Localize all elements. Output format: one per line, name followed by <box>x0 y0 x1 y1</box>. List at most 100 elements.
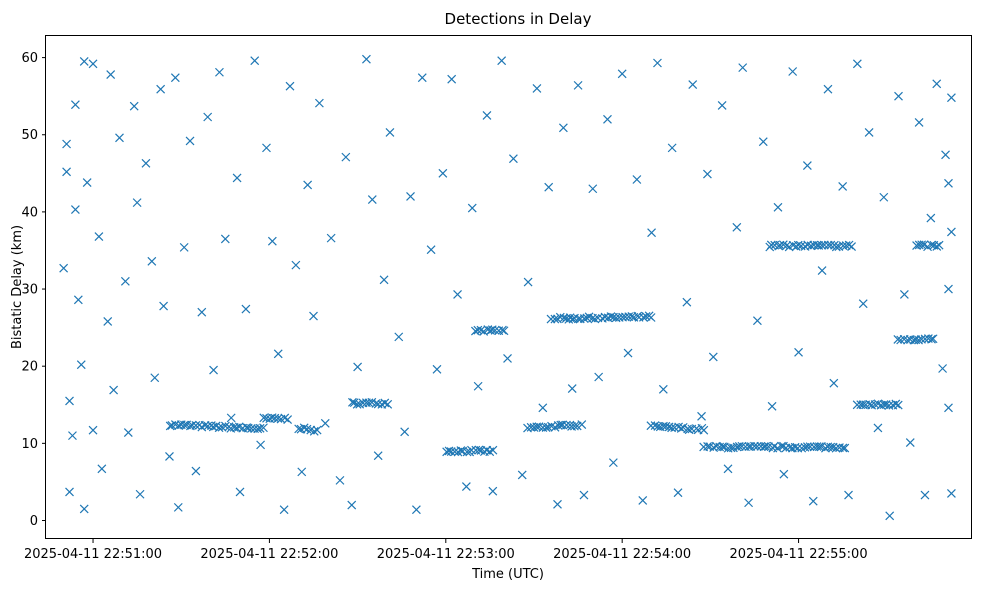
data-point <box>623 348 633 358</box>
data-point <box>79 57 89 66</box>
data-point <box>932 79 942 89</box>
data-point <box>129 101 139 111</box>
data-point <box>335 475 345 485</box>
y-tick-label: 0 <box>30 514 38 529</box>
data-point <box>577 420 587 430</box>
data-point <box>88 59 98 69</box>
data-point <box>498 325 507 335</box>
data-point <box>426 245 436 255</box>
data-point <box>209 365 218 375</box>
data-point <box>896 335 906 345</box>
data-point <box>232 173 242 183</box>
data-point <box>831 242 841 252</box>
data-point <box>782 241 792 250</box>
data-point <box>432 364 442 374</box>
data-point <box>852 59 862 69</box>
data-point <box>235 487 245 497</box>
data-point <box>758 137 768 147</box>
data-point <box>899 290 909 299</box>
y-tick-label: 30 <box>21 283 38 298</box>
data-point <box>499 326 509 336</box>
data-point <box>68 431 77 441</box>
data-point <box>473 381 483 391</box>
data-point <box>123 428 133 437</box>
data-point <box>191 421 201 430</box>
data-point <box>738 63 748 73</box>
data-point <box>285 81 295 91</box>
data-point <box>541 423 551 432</box>
data-point <box>927 334 936 344</box>
data-point <box>650 421 660 430</box>
data-point <box>267 236 277 246</box>
data-point <box>928 334 938 344</box>
data-point <box>673 488 683 498</box>
data-point <box>406 192 415 201</box>
data-point <box>903 335 912 345</box>
data-point <box>185 136 195 146</box>
data-point <box>273 349 283 359</box>
data-point <box>661 421 671 431</box>
data-point <box>309 426 319 436</box>
data-point <box>179 242 189 252</box>
data-point <box>632 175 642 184</box>
data-point <box>291 260 301 270</box>
data-point <box>262 143 271 153</box>
data-point <box>826 442 836 452</box>
data-point <box>699 425 709 435</box>
data-point <box>570 421 579 431</box>
data-point <box>250 56 260 66</box>
data-point <box>523 277 533 287</box>
data-point <box>312 425 322 435</box>
data-point <box>120 276 130 286</box>
data-point <box>558 420 567 430</box>
data-point <box>299 423 309 433</box>
data-point <box>88 425 98 435</box>
data-point <box>938 364 948 373</box>
data-point <box>944 284 953 294</box>
data-point <box>488 445 498 455</box>
data-point <box>103 317 113 326</box>
data-point <box>914 117 924 127</box>
data-point <box>347 500 357 510</box>
data-point <box>385 128 395 137</box>
data-point <box>752 316 762 326</box>
data-point <box>167 421 177 430</box>
data-point <box>841 241 851 250</box>
data-point <box>273 414 283 423</box>
data-point <box>608 458 618 468</box>
data-point <box>761 441 771 451</box>
data-point <box>766 240 776 250</box>
y-tick-label: 60 <box>21 51 38 66</box>
data-point <box>411 505 421 515</box>
data-point <box>70 100 80 110</box>
data-point <box>773 202 783 212</box>
data-point <box>838 182 848 191</box>
data-point <box>684 425 694 435</box>
y-tick-label: 40 <box>21 205 38 220</box>
data-point <box>944 403 953 413</box>
data-point <box>241 304 251 314</box>
data-point <box>894 91 903 101</box>
data-point <box>793 240 803 250</box>
data-point <box>73 295 83 305</box>
data-point <box>558 123 568 133</box>
data-point <box>778 240 788 250</box>
data-point <box>394 332 404 342</box>
data-point <box>280 413 290 423</box>
data-point <box>639 312 648 322</box>
data-point <box>132 198 142 208</box>
x-tick-label: 2025-04-11 22:55:00 <box>730 547 868 562</box>
y-tick-label: 20 <box>21 360 38 375</box>
data-point <box>588 184 598 194</box>
data-point <box>891 399 901 409</box>
data-point <box>490 325 500 335</box>
data-point <box>885 511 895 521</box>
data-point <box>847 242 857 251</box>
data-point <box>94 232 104 242</box>
data-point <box>170 73 180 83</box>
data-point <box>106 70 116 79</box>
data-point <box>775 240 785 250</box>
data-point <box>646 313 656 322</box>
data-point <box>367 195 377 204</box>
